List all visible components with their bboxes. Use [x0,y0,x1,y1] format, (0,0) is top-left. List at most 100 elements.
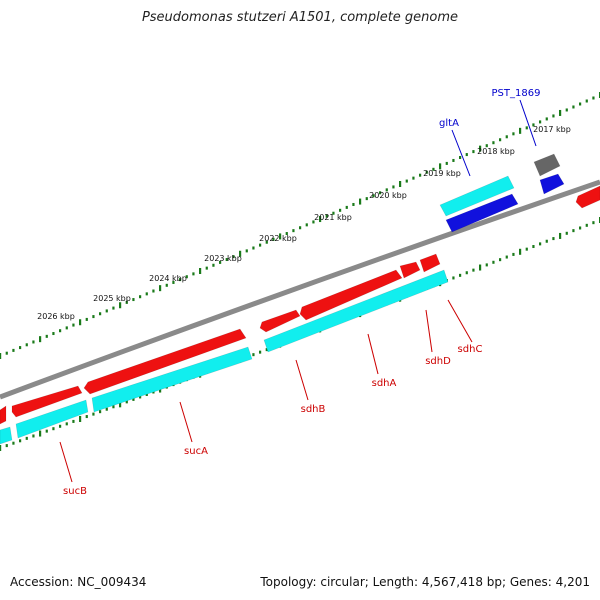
tick-label: 2021 kbp [314,213,352,222]
gene-label[interactable]: gltA [439,118,459,129]
outer-tick-dot [5,351,8,355]
gene-arrow-sdhC[interactable] [419,253,441,273]
outer-tick-dot [352,202,355,206]
outer-tick-dot [345,205,348,209]
outer-tick-dot [325,214,328,218]
outer-tick-dot [132,298,135,302]
tick-label: 2020 kbp [369,191,407,200]
gene-arrow-sucB[interactable] [11,385,83,418]
outer-tick-dot [499,138,502,142]
gene-arrow-PST_1869[interactable] [539,173,565,195]
gene-label[interactable]: sdhD [425,356,451,367]
gene-arrow-red[interactable] [575,185,600,209]
gene-label-leader [519,99,537,147]
inner-tick-dot [85,415,88,419]
outer-tick-dot [385,188,388,192]
gene-band-cyan[interactable] [15,399,89,439]
outer-tick-dot [332,211,335,215]
outer-tick-dot [119,302,122,309]
inner-tick-dot [52,427,55,431]
gene-arrow-grey[interactable] [533,153,561,177]
tick-label: 2017 kbp [533,125,571,134]
outer-tick-dot [232,255,235,259]
gene-features-layer [0,153,600,445]
tick-label: 2022 kbp [259,234,297,243]
outer-tick-dot [205,266,208,270]
outer-tick-dot [579,102,582,106]
inner-tick-dot [39,430,42,437]
outer-tick-dot [465,153,468,157]
tick-label: 2026 kbp [37,312,75,321]
gene-band-cyan[interactable] [263,269,449,353]
outer-tick-dot [519,127,522,134]
outer-tick-dot [65,326,68,330]
inner-tick-dot [99,410,102,414]
gene-band-cyan[interactable] [91,346,253,413]
gene-arrow-sdhB[interactable] [259,309,301,333]
inner-tick-dot [479,264,482,271]
inner-tick-dot [125,400,128,404]
outer-tick-dot [179,278,182,282]
gene-label[interactable]: sdhB [301,404,326,415]
outer-tick-dot [0,353,2,359]
outer-tick-dot [525,126,528,130]
inner-tick-dot [519,248,522,255]
outer-tick-dot [219,260,222,264]
genome-summary-label: Topology: circular; Length: 4,567,418 bp… [260,575,590,589]
inner-tick-dot [65,422,68,426]
outer-tick-dot [212,263,215,267]
inner-tick-dot [32,434,35,438]
inner-tick-dot [92,412,95,416]
gene-label[interactable]: sdhC [458,344,483,355]
inner-tick-dot [252,353,255,357]
outer-tick-dot [52,332,55,336]
outer-tick-dot [152,289,155,293]
outer-tick-dot [572,105,575,109]
gene-label[interactable]: sucB [63,486,87,497]
outer-tick-dot [99,312,102,316]
outer-tick-dot [105,309,108,313]
inner-tick-dot [5,444,8,448]
gene-label-leader [447,299,473,343]
gene-arrow-gltA[interactable] [439,175,515,217]
outer-tick-dot [392,185,395,189]
inner-tick-dot [472,268,475,272]
inner-tick-dot [265,348,268,352]
inner-tick-dot [105,407,108,411]
outer-tick-dot [279,233,282,240]
tick-label: 2019 kbp [423,169,461,178]
tick-label: 2025 kbp [93,294,131,303]
outer-tick-dot [412,176,415,180]
gene-label-leader [179,401,193,443]
inner-tick-dot [259,350,262,354]
gene-label[interactable]: PST_1869 [492,88,541,99]
inner-tick-dot [545,239,548,243]
outer-tick-dot [112,306,115,310]
outer-tick-dot [492,141,495,145]
gene-label-leader [59,441,73,483]
outer-tick-dot [305,223,308,227]
outer-tick-dot [39,336,42,343]
gene-band-cyan[interactable] [0,426,13,445]
gene-arrow-red[interactable] [0,405,7,425]
gene-label[interactable]: sdhA [372,378,397,389]
outer-tick-dot [72,323,75,327]
tick-label: 2024 kbp [149,274,187,283]
outer-tick-dot [185,275,188,279]
inner-tick-dot [0,445,2,451]
gene-arrow-sdhD[interactable] [399,261,421,279]
outer-tick-dot [592,96,595,100]
outer-tick-dot [165,283,168,287]
outer-tick-dot [372,194,375,198]
outer-tick-dot [505,135,508,139]
gene-arrow-sdhA[interactable] [299,269,403,321]
outer-tick-dot [312,220,315,224]
outer-tick-dot [405,179,408,183]
gene-arrow-sucA[interactable] [83,328,247,395]
labels-layer: 2017 kbp 2018 kbp 2019 kbp 2020 kbp 2021 kbp… [37,88,571,497]
inner-tick-dot [512,252,515,256]
outer-tick-dot [45,334,48,338]
gene-label[interactable]: sucA [184,446,208,457]
gene-arrow-blue[interactable] [445,193,519,233]
